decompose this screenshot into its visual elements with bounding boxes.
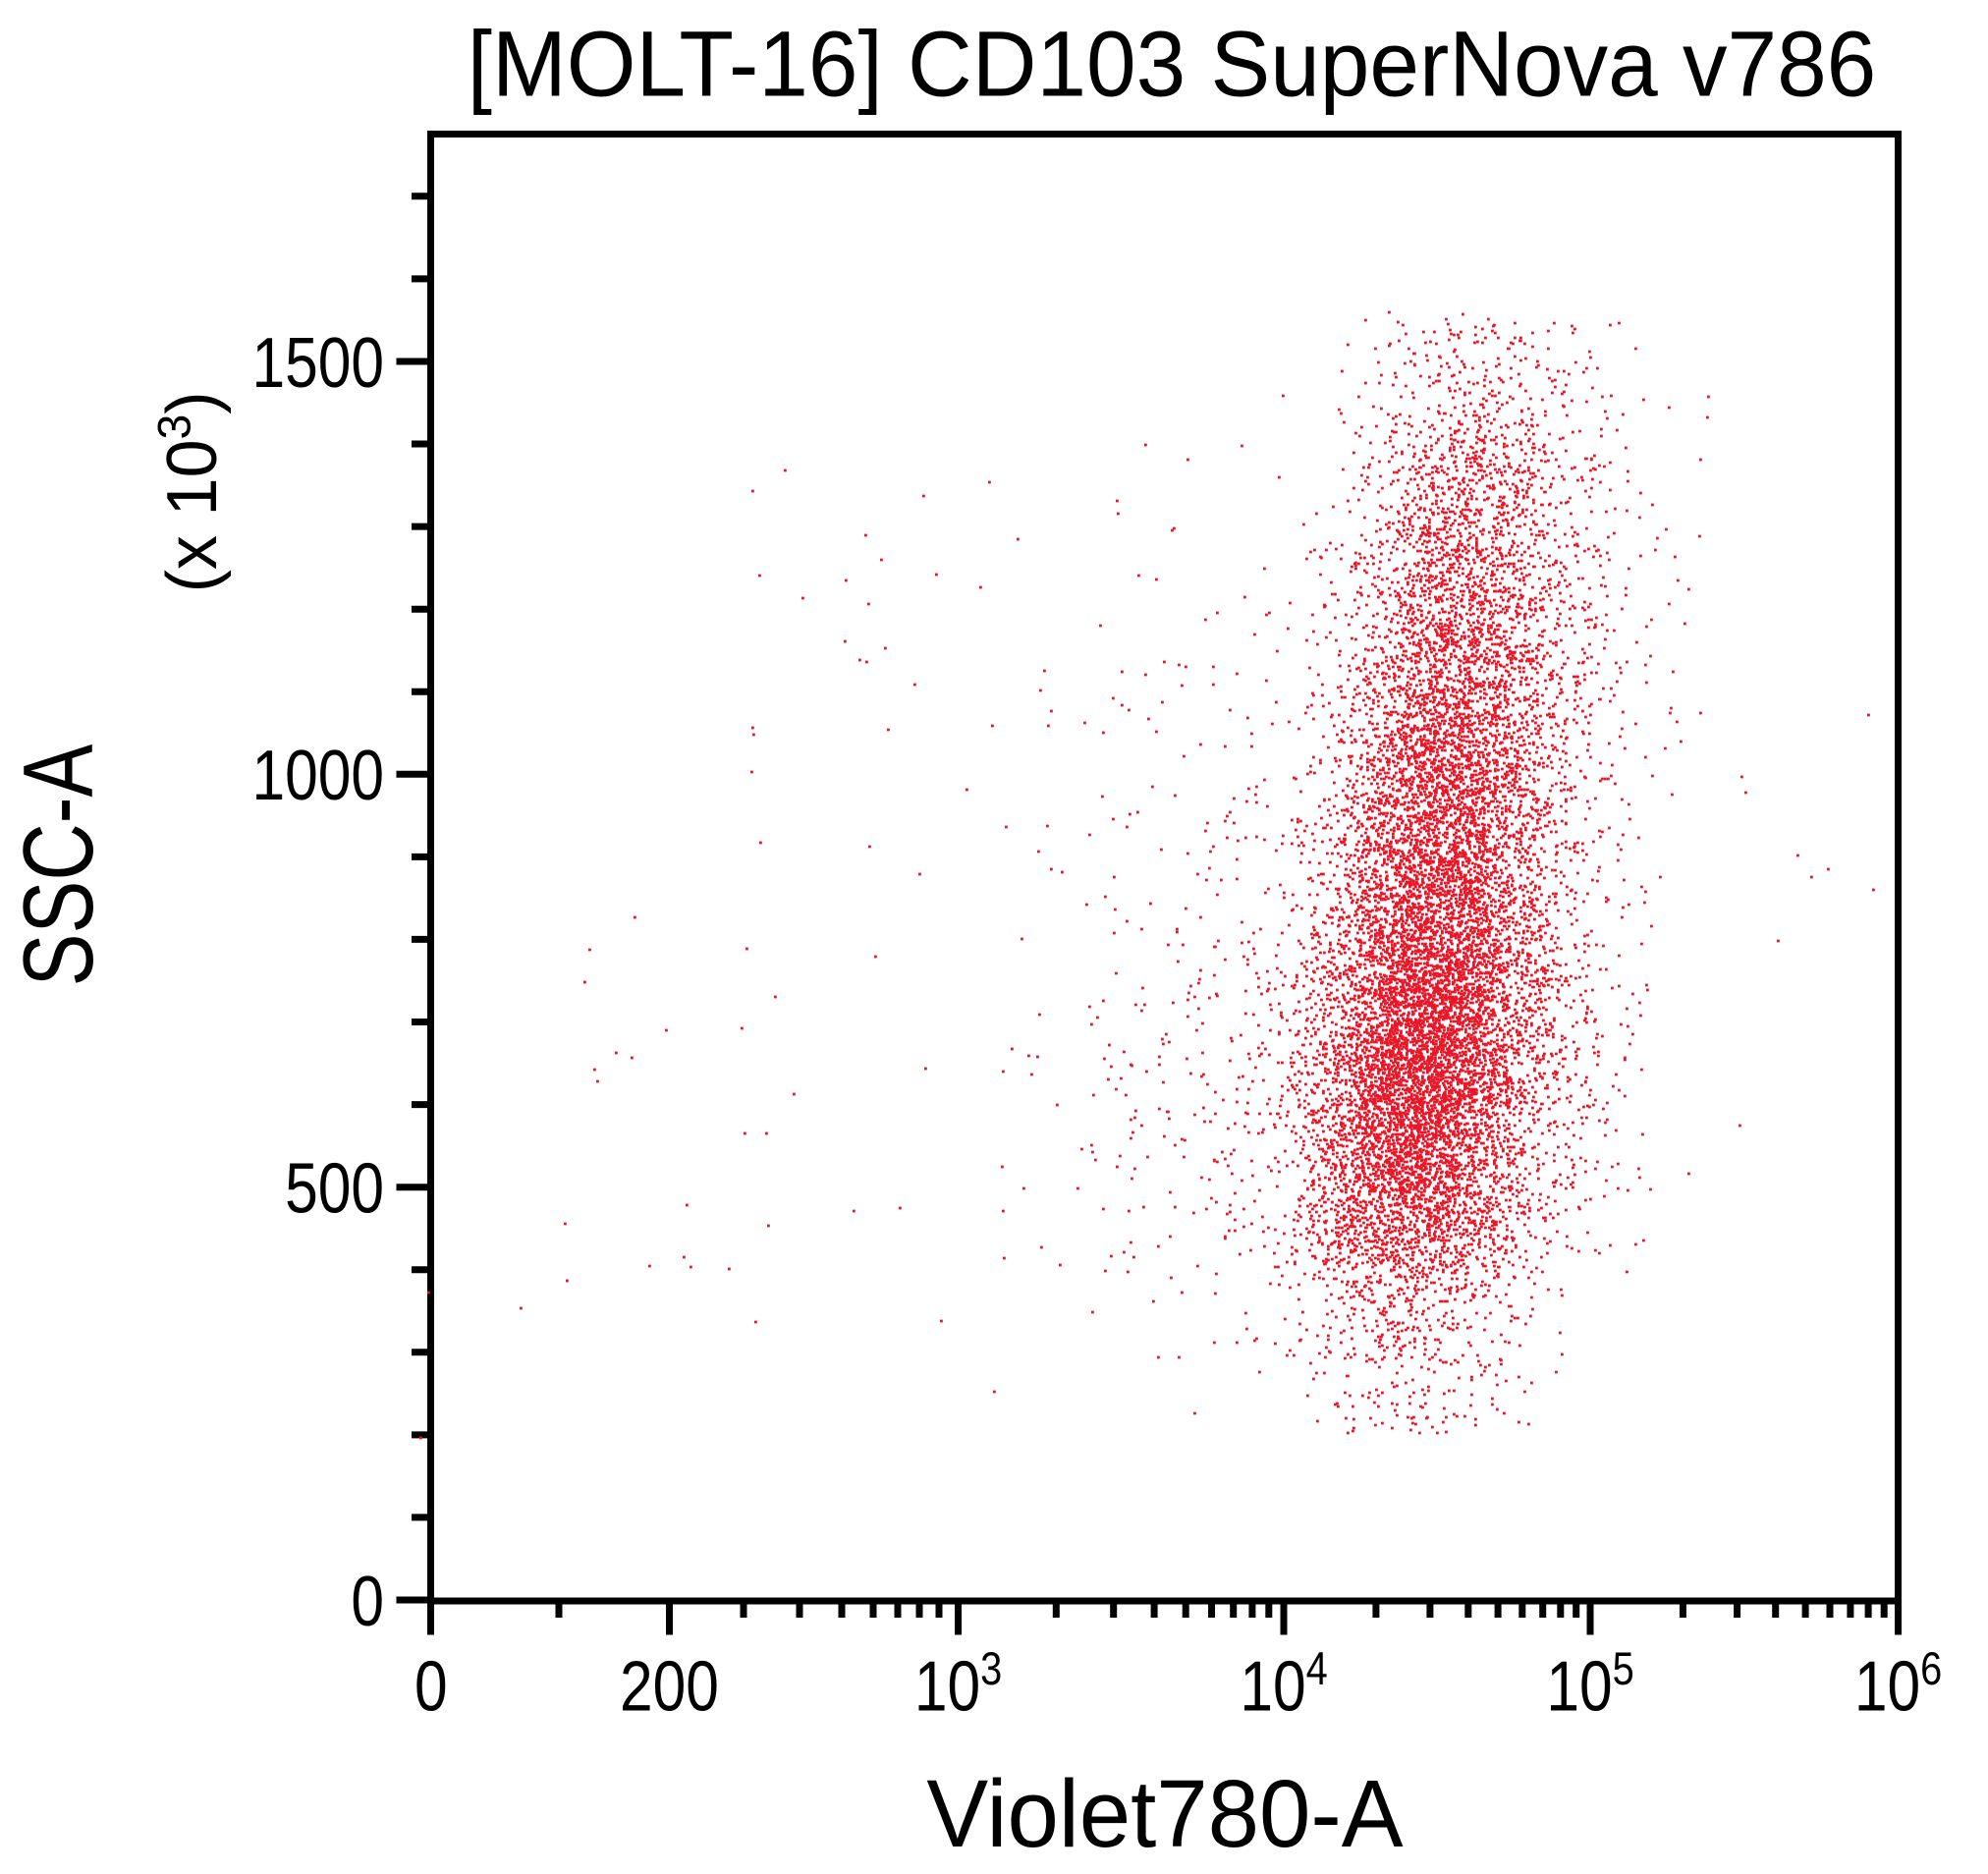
svg-text:500: 500 (285, 1150, 384, 1229)
svg-text:1000: 1000 (251, 737, 384, 815)
svg-text:1500: 1500 (251, 324, 384, 403)
svg-text:Violet780-A: Violet780-A (926, 1760, 1403, 1867)
svg-text:0: 0 (414, 1648, 448, 1727)
svg-text:[MOLT-16] CD103 SuperNova v786: [MOLT-16] CD103 SuperNova v786 (468, 12, 1877, 116)
svg-text:SSC-A: SSC-A (3, 744, 114, 987)
svg-text:(x 103): (x 103) (148, 391, 232, 592)
svg-text:0: 0 (351, 1563, 384, 1641)
svg-text:200: 200 (620, 1648, 719, 1727)
